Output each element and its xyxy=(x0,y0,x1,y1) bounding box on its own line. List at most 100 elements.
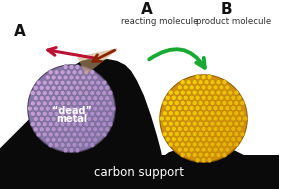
Circle shape xyxy=(60,80,65,85)
Circle shape xyxy=(90,142,95,147)
Circle shape xyxy=(93,96,98,101)
Circle shape xyxy=(186,90,191,95)
Circle shape xyxy=(105,85,110,90)
Circle shape xyxy=(42,80,47,85)
Circle shape xyxy=(81,127,86,132)
Circle shape xyxy=(216,90,221,95)
Circle shape xyxy=(171,126,176,131)
Circle shape xyxy=(39,96,44,101)
Circle shape xyxy=(102,91,107,95)
Circle shape xyxy=(231,137,236,142)
Circle shape xyxy=(186,142,191,147)
Circle shape xyxy=(237,95,242,100)
Circle shape xyxy=(177,116,182,121)
Circle shape xyxy=(183,85,188,90)
Circle shape xyxy=(72,132,77,137)
Circle shape xyxy=(63,96,68,101)
Circle shape xyxy=(204,121,209,126)
Circle shape xyxy=(189,106,194,111)
Circle shape xyxy=(48,80,53,85)
Circle shape xyxy=(240,132,245,136)
Circle shape xyxy=(165,126,170,131)
Circle shape xyxy=(192,80,197,85)
Circle shape xyxy=(240,111,245,116)
Circle shape xyxy=(57,85,62,90)
Bar xyxy=(0,155,279,189)
Circle shape xyxy=(174,101,179,105)
Circle shape xyxy=(195,157,200,163)
Circle shape xyxy=(216,152,221,157)
Circle shape xyxy=(48,142,53,147)
Circle shape xyxy=(171,106,176,111)
Circle shape xyxy=(78,142,83,147)
Circle shape xyxy=(63,65,68,70)
Circle shape xyxy=(36,91,41,95)
Polygon shape xyxy=(0,59,164,189)
Circle shape xyxy=(93,75,98,80)
Circle shape xyxy=(72,70,77,75)
Circle shape xyxy=(186,101,191,105)
Circle shape xyxy=(75,75,80,80)
Circle shape xyxy=(51,116,56,121)
Circle shape xyxy=(87,75,92,80)
Circle shape xyxy=(48,132,53,137)
Circle shape xyxy=(201,126,206,131)
Circle shape xyxy=(183,106,188,111)
Circle shape xyxy=(228,121,233,126)
Circle shape xyxy=(84,111,89,116)
Circle shape xyxy=(180,121,185,126)
Circle shape xyxy=(186,132,191,136)
Circle shape xyxy=(36,80,41,85)
Circle shape xyxy=(192,132,197,136)
Circle shape xyxy=(180,142,185,147)
Circle shape xyxy=(72,142,77,147)
Circle shape xyxy=(36,122,41,127)
Circle shape xyxy=(174,142,179,147)
Circle shape xyxy=(48,101,53,106)
Circle shape xyxy=(207,126,212,131)
Circle shape xyxy=(54,80,59,85)
Circle shape xyxy=(78,111,83,116)
Circle shape xyxy=(204,101,209,105)
Circle shape xyxy=(171,95,176,100)
Circle shape xyxy=(231,106,236,111)
Text: metal: metal xyxy=(56,115,87,125)
Circle shape xyxy=(234,90,239,95)
Circle shape xyxy=(84,70,89,75)
Text: “dead”: “dead” xyxy=(51,106,91,115)
Circle shape xyxy=(201,147,206,152)
Circle shape xyxy=(99,116,104,121)
Circle shape xyxy=(225,137,230,142)
Text: A: A xyxy=(14,24,26,39)
Circle shape xyxy=(78,101,83,106)
Circle shape xyxy=(234,142,239,147)
Circle shape xyxy=(168,121,173,126)
Circle shape xyxy=(69,127,74,132)
Circle shape xyxy=(213,85,218,90)
Circle shape xyxy=(87,96,92,101)
Circle shape xyxy=(84,101,89,106)
Circle shape xyxy=(51,96,56,101)
Circle shape xyxy=(87,106,92,111)
Circle shape xyxy=(39,116,44,121)
Circle shape xyxy=(198,90,203,95)
Circle shape xyxy=(225,126,230,131)
Circle shape xyxy=(108,122,113,127)
Circle shape xyxy=(225,85,230,90)
Circle shape xyxy=(75,96,80,101)
Circle shape xyxy=(192,142,197,147)
Circle shape xyxy=(105,127,110,132)
Circle shape xyxy=(75,127,80,132)
Circle shape xyxy=(189,116,194,121)
Circle shape xyxy=(33,85,38,90)
Circle shape xyxy=(204,142,209,147)
Circle shape xyxy=(201,157,206,163)
Circle shape xyxy=(69,116,74,121)
Circle shape xyxy=(183,116,188,121)
Circle shape xyxy=(180,80,185,85)
Circle shape xyxy=(78,122,83,127)
Circle shape xyxy=(108,91,113,95)
Circle shape xyxy=(219,95,224,100)
Circle shape xyxy=(198,111,203,116)
Circle shape xyxy=(45,137,50,142)
